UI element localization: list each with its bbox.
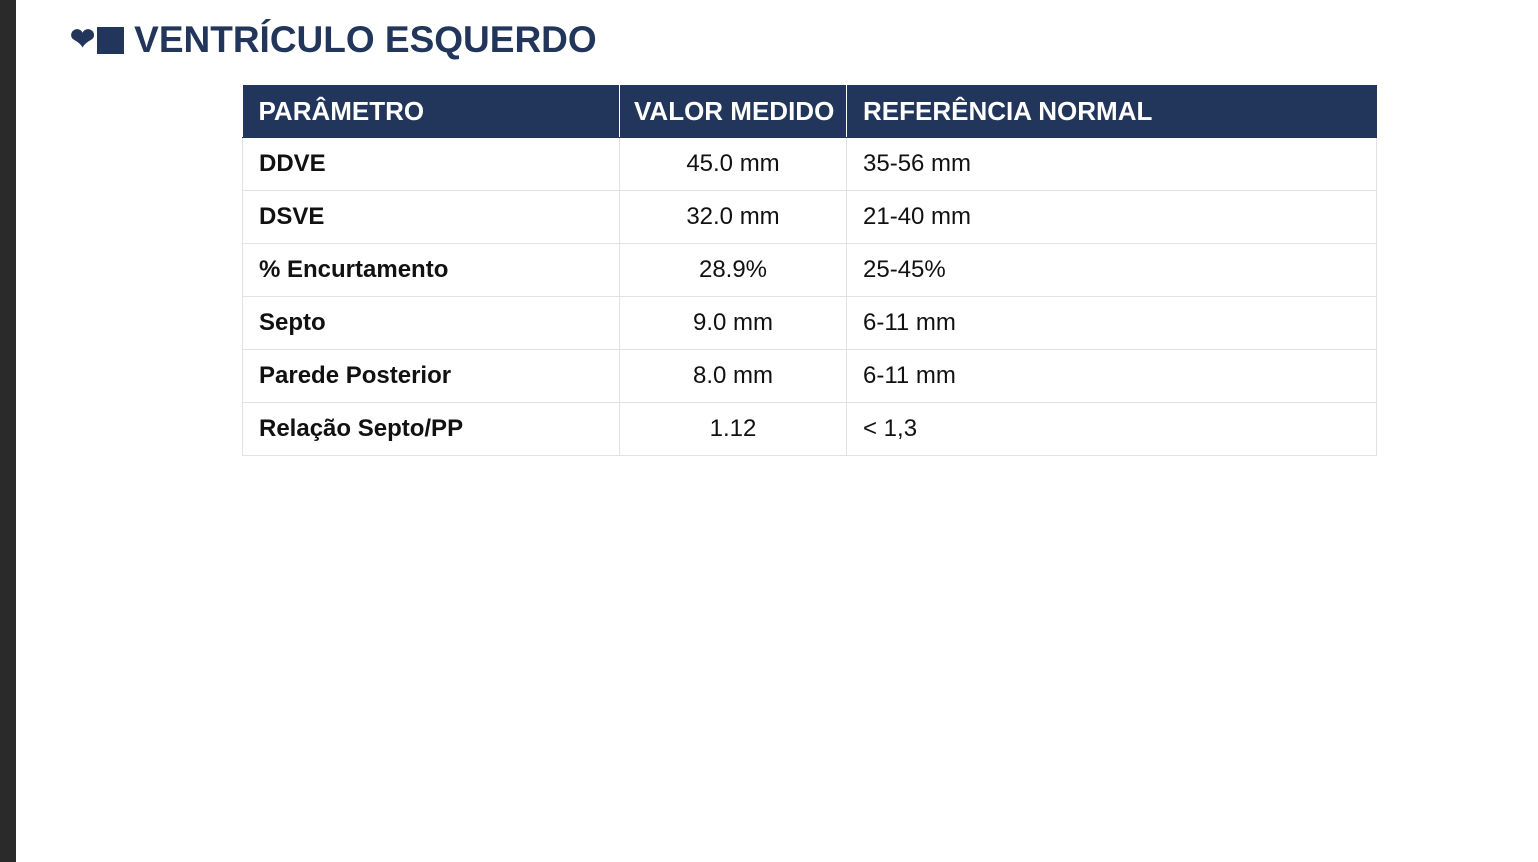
table-row: Septo 9.0 mm 6-11 mm <box>242 296 1377 350</box>
reference-cell: 21-40 mm <box>846 190 1377 244</box>
parameter-cell: DDVE <box>242 137 620 191</box>
header-parameter: PARÂMETRO <box>242 85 620 138</box>
value-cell: 32.0 mm <box>619 190 847 244</box>
heading-icons: ❤ <box>70 18 125 62</box>
parameter-cell: DSVE <box>242 190 620 244</box>
reference-cell: 25-45% <box>846 243 1377 297</box>
value-cell: 9.0 mm <box>619 296 847 350</box>
value-cell: 1.12 <box>619 402 847 456</box>
parameters-table: PARÂMETRO VALOR MEDIDO REFERÊNCIA NORMAL… <box>242 85 1377 456</box>
value-cell: 45.0 mm <box>619 137 847 191</box>
heart-icon: ❤ <box>70 23 96 56</box>
reference-cell: 6-11 mm <box>846 349 1377 403</box>
reference-cell: < 1,3 <box>846 402 1377 456</box>
table-row: Relação Septo/PP 1.12 < 1,3 <box>242 402 1377 456</box>
square-icon <box>97 26 125 54</box>
table-row: DDVE 45.0 mm 35-56 mm <box>242 137 1377 191</box>
table-row: % Encurtamento 28.9% 25-45% <box>242 243 1377 297</box>
section-title: VENTRÍCULO ESQUERDO <box>134 19 597 60</box>
header-normal-reference: REFERÊNCIA NORMAL <box>846 85 1377 138</box>
parameter-cell: Relação Septo/PP <box>242 402 620 456</box>
parameter-cell: Parede Posterior <box>242 349 620 403</box>
table-row: Parede Posterior 8.0 mm 6-11 mm <box>242 349 1377 403</box>
value-cell: 8.0 mm <box>619 349 847 403</box>
parameter-cell: % Encurtamento <box>242 243 620 297</box>
reference-cell: 35-56 mm <box>846 137 1377 191</box>
table-row: DSVE 32.0 mm 21-40 mm <box>242 190 1377 244</box>
window-left-edge <box>0 0 16 862</box>
section-heading: ❤ VENTRÍCULO ESQUERDO <box>70 18 597 62</box>
document-page: ❤ VENTRÍCULO ESQUERDO PARÂMETRO VALOR ME… <box>16 0 1538 862</box>
value-cell: 28.9% <box>619 243 847 297</box>
header-measured-value: VALOR MEDIDO <box>619 85 847 138</box>
table-header-row: PARÂMETRO VALOR MEDIDO REFERÊNCIA NORMAL <box>242 85 1377 138</box>
reference-cell: 6-11 mm <box>846 296 1377 350</box>
parameter-cell: Septo <box>242 296 620 350</box>
